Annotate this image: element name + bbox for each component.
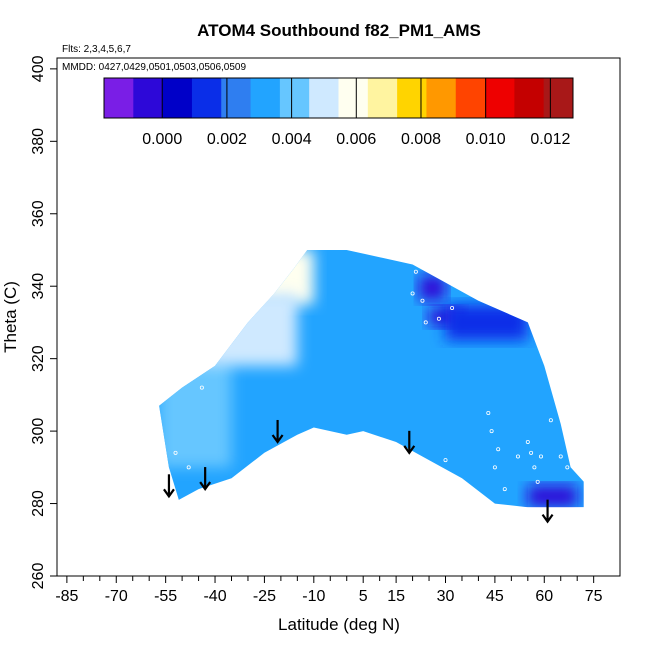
colorbar-frame xyxy=(103,77,574,119)
y-tick-label: 320 xyxy=(30,345,47,372)
colorbar-swatch xyxy=(104,78,134,118)
sample-point xyxy=(492,465,497,470)
y-tick-label: 400 xyxy=(30,55,47,82)
field-region xyxy=(527,485,578,508)
arrow-markers xyxy=(163,419,554,524)
x-tick-label: 45 xyxy=(486,588,504,605)
arrow-marker xyxy=(541,499,554,524)
x-tick-label: 15 xyxy=(387,588,405,605)
plot-frame xyxy=(56,57,621,577)
field-region xyxy=(419,275,446,301)
colorbar-swatch xyxy=(485,78,515,118)
colorbar-swatch xyxy=(397,78,427,118)
colorbar-swatch xyxy=(133,78,164,118)
x-axis: -85 -70 -55 -40 -25 -10 5 15 30 45 60 75 xyxy=(55,576,603,605)
colorbar-swatch xyxy=(514,78,545,118)
colorbar-swatch xyxy=(543,78,574,118)
colorbar-swatch xyxy=(426,78,457,118)
x-tick-label: -25 xyxy=(253,588,276,605)
sample-point xyxy=(558,454,563,459)
colorbar-tick-label: 0.010 xyxy=(466,131,506,148)
sample-point xyxy=(420,298,425,303)
colorbar-tick-label: 0.000 xyxy=(142,131,182,148)
sample-point xyxy=(515,454,520,459)
x-tick-label: 75 xyxy=(585,588,603,605)
y-tick-label: 300 xyxy=(30,418,47,445)
colorbar-swatch xyxy=(221,78,252,118)
colorbar-tick-label: 0.002 xyxy=(207,131,247,148)
colorbar-tick-label: 0.004 xyxy=(272,131,312,148)
sample-point xyxy=(529,450,534,455)
value-field xyxy=(159,250,584,508)
sample-point xyxy=(532,465,537,470)
x-tick-label: -55 xyxy=(154,588,177,605)
sample-point xyxy=(423,320,428,325)
colorbar-swatch xyxy=(367,78,398,118)
colorbar-tick-label: 0.006 xyxy=(336,131,376,148)
field-region xyxy=(445,304,528,341)
y-axis: 260 280 300 320 340 360 380 400 xyxy=(30,55,57,589)
colorbar-swatch xyxy=(338,78,369,118)
x-tick-label: 60 xyxy=(535,588,553,605)
sample-point xyxy=(199,385,204,390)
field-region xyxy=(198,293,298,366)
arrow-marker xyxy=(199,467,212,491)
sample-point xyxy=(410,291,415,296)
x-tick-label: -85 xyxy=(55,588,78,605)
sample-point xyxy=(450,305,455,310)
colorbar-swatch xyxy=(455,78,486,118)
sample-point xyxy=(489,429,494,434)
y-tick-label: 360 xyxy=(30,200,47,227)
sample-point xyxy=(538,454,543,459)
sample-point xyxy=(496,447,501,452)
colorbar-swatch xyxy=(162,78,193,118)
colorbar-tick-label: 0.012 xyxy=(530,131,570,148)
sample-point xyxy=(413,269,418,274)
sample-point xyxy=(548,418,553,423)
y-axis-label: Theta (C) xyxy=(1,281,20,353)
dates-label: MMDD: 0427,0429,0501,0503,0506,0509 xyxy=(62,62,246,73)
arrow-marker xyxy=(403,430,416,455)
y-tick-label: 280 xyxy=(30,490,47,517)
arrow-marker xyxy=(271,419,284,444)
colorbar-swatch xyxy=(279,78,310,118)
arrow-marker xyxy=(163,474,175,499)
chart-title: ATOM4 Southbound f82_PM1_AMS xyxy=(197,21,481,40)
colorbar: 0.000 0.002 0.004 0.006 0.008 0.010 0.012 xyxy=(103,77,574,148)
sample-point xyxy=(186,465,191,470)
sample-point xyxy=(486,410,491,415)
y-tick-label: 340 xyxy=(30,273,47,300)
sample-point xyxy=(443,458,448,463)
plot-area xyxy=(159,250,584,508)
sample-point xyxy=(565,465,570,470)
colorbar-tick-label: 0.008 xyxy=(401,131,441,148)
x-tick-label: -10 xyxy=(302,588,325,605)
field-region xyxy=(159,358,232,468)
sample-point xyxy=(525,439,530,444)
sample-point xyxy=(173,450,178,455)
colorbar-swatch xyxy=(309,78,339,118)
x-tick-label: -40 xyxy=(203,588,226,605)
x-tick-label: -70 xyxy=(105,588,128,605)
colorbar-swatch xyxy=(191,78,222,118)
y-tick-label: 380 xyxy=(30,128,47,155)
sample-points xyxy=(173,269,570,492)
y-tick-label: 260 xyxy=(30,563,47,590)
x-tick-label: 30 xyxy=(437,588,455,605)
sample-point xyxy=(502,487,507,492)
sample-point xyxy=(436,316,441,321)
flights-label: Flts: 2,3,4,5,6,7 xyxy=(62,44,131,55)
colorbar-swatch xyxy=(250,78,281,118)
x-axis-label: Latitude (deg N) xyxy=(278,615,400,634)
x-tick-label: 5 xyxy=(359,588,368,605)
sample-point xyxy=(535,479,540,484)
